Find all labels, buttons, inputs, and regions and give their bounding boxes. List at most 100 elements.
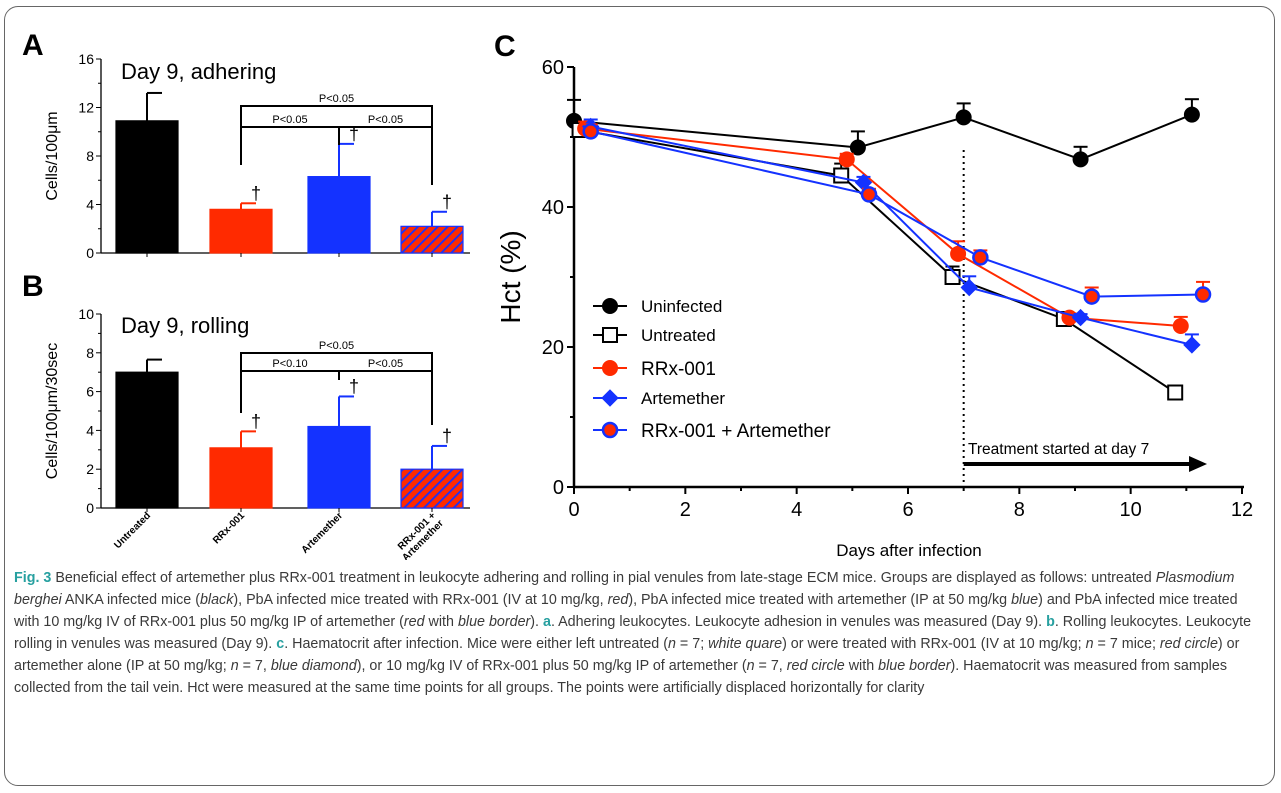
series-rrx-001-artemether bbox=[582, 123, 1212, 305]
panel-letter-b: B bbox=[22, 270, 44, 303]
series-line bbox=[590, 130, 1204, 298]
legend-label-artemether: Artemether bbox=[641, 389, 725, 408]
data-point bbox=[849, 139, 866, 156]
data-point bbox=[950, 245, 967, 262]
x-tick-label: Artemether bbox=[300, 510, 346, 556]
significance-bracket bbox=[240, 370, 340, 413]
data-point bbox=[1083, 288, 1100, 305]
legend-label-uninfected: Uninfected bbox=[641, 297, 722, 316]
legend-label-combo: RRx-001 + Artemether bbox=[641, 421, 831, 442]
data-point bbox=[1172, 318, 1189, 334]
dagger-marker: † bbox=[442, 192, 452, 212]
significance-bracket bbox=[240, 126, 340, 165]
y-tick-label: 60 bbox=[542, 57, 564, 79]
x-tick-label: RRx-001 bbox=[211, 510, 247, 546]
data-point bbox=[602, 327, 618, 343]
data-point bbox=[1194, 286, 1212, 303]
significance-label: P<0.05 bbox=[368, 114, 403, 126]
legend-label-untreated: Untreated bbox=[641, 326, 716, 345]
x-tick-label: 6 bbox=[902, 499, 913, 521]
x-tick-label: 4 bbox=[791, 499, 802, 521]
significance-bracket bbox=[240, 352, 433, 425]
bar bbox=[209, 447, 273, 509]
y-tick-label: 8 bbox=[86, 345, 94, 361]
figure-frame bbox=[4, 6, 1275, 786]
treatment-annotation: Treatment started at day 7 bbox=[968, 441, 1149, 458]
y-tick-label: 4 bbox=[86, 197, 94, 213]
x-tick-label: 0 bbox=[568, 499, 579, 521]
dagger-marker: † bbox=[442, 426, 452, 446]
dagger-marker: † bbox=[251, 411, 261, 431]
x-tick-label: 2 bbox=[680, 499, 691, 521]
x-tick-label: Untreated bbox=[112, 510, 153, 551]
y-tick-label: 2 bbox=[86, 461, 94, 477]
bar bbox=[115, 120, 179, 254]
data-point bbox=[1167, 384, 1184, 401]
data-point bbox=[601, 389, 619, 407]
caption-fig-label: Fig. 3 bbox=[14, 570, 52, 586]
series-uninfected bbox=[566, 98, 1200, 168]
dagger-marker: † bbox=[349, 376, 359, 396]
series-artemether bbox=[581, 117, 1201, 354]
bar bbox=[400, 468, 464, 509]
x-tick-label: 10 bbox=[1120, 499, 1142, 521]
significance-bracket bbox=[240, 105, 433, 185]
x-tick-label-line: Untreated bbox=[112, 510, 153, 551]
significance-label: P<0.05 bbox=[319, 93, 354, 105]
x-tick-label-line: Artemether bbox=[300, 510, 346, 556]
y-tick-label: 10 bbox=[78, 306, 94, 322]
data-point bbox=[602, 298, 618, 314]
dagger-marker: † bbox=[349, 124, 359, 144]
panel-letter-c: C bbox=[494, 30, 516, 63]
data-point bbox=[960, 278, 978, 297]
panel-b-bar-chart: 0 2 4 6 8 10 Untreated RRx-001 † Artemether † RRx-0… bbox=[78, 306, 470, 560]
significance-label: P<0.10 bbox=[272, 358, 307, 370]
series-line bbox=[579, 129, 1176, 394]
panel-c-ylabel: Hct (%) bbox=[495, 230, 526, 323]
series-line bbox=[573, 113, 1193, 161]
y-tick-label: 0 bbox=[553, 477, 564, 499]
data-point bbox=[860, 186, 878, 203]
panel-b-ylabel: Cells/100μm/30sec bbox=[44, 343, 61, 479]
bar bbox=[209, 208, 273, 254]
panel-c-legend: Uninfected Untreated RRx-001 Artemether … bbox=[593, 297, 831, 442]
data-point bbox=[601, 421, 619, 439]
data-point bbox=[972, 249, 989, 266]
dagger-marker: † bbox=[251, 183, 261, 203]
treatment-arrow-head bbox=[1189, 456, 1208, 472]
data-point bbox=[833, 167, 850, 184]
y-tick-label: 16 bbox=[78, 51, 94, 67]
data-point bbox=[1071, 308, 1090, 327]
data-point bbox=[582, 123, 599, 140]
y-tick-label: 0 bbox=[86, 500, 94, 516]
panel-a-title: Day 9, adhering bbox=[121, 59, 276, 84]
x-tick-label: RRx-001 +Artemether bbox=[393, 510, 446, 560]
y-tick-label: 12 bbox=[78, 100, 94, 116]
panel-c-xlabel: Days after infection bbox=[836, 541, 982, 560]
y-tick-label: 0 bbox=[86, 245, 94, 261]
bar bbox=[307, 425, 371, 509]
y-tick-label: 20 bbox=[542, 337, 564, 359]
significance-label: P<0.05 bbox=[368, 358, 403, 370]
bar bbox=[400, 225, 464, 254]
x-tick-label-line: RRx-001 bbox=[211, 510, 247, 546]
y-tick-label: 4 bbox=[86, 422, 94, 438]
panel-b-title: Day 9, rolling bbox=[121, 313, 249, 338]
panel-a-bar-chart: 0 4 8 12 16 † † † P<0.05 P<0.05 P<0.05 bbox=[78, 51, 470, 261]
significance-label: P<0.05 bbox=[319, 340, 354, 352]
panel-a-ylabel: Cells/100μm bbox=[44, 111, 61, 200]
data-point bbox=[838, 151, 855, 168]
data-point bbox=[1072, 151, 1089, 168]
panel-c-line-chart: 0 20 40 60 0 2 4 6 8 10 12 bbox=[542, 57, 1253, 521]
bar bbox=[115, 371, 179, 509]
figure-caption: Fig. 3 Beneficial effect of artemether p… bbox=[14, 570, 1252, 696]
bar bbox=[307, 176, 371, 254]
y-tick-label: 8 bbox=[86, 148, 94, 164]
figure-charts: A B C Day 9, adhering Day 9, rolling Cel… bbox=[22, 29, 1253, 560]
y-tick-label: 40 bbox=[542, 197, 564, 219]
x-tick-label: 12 bbox=[1231, 499, 1253, 521]
significance-label: P<0.05 bbox=[272, 114, 307, 126]
data-point bbox=[955, 109, 972, 126]
data-point bbox=[1183, 106, 1200, 123]
panel-letter-a: A bbox=[22, 29, 44, 62]
